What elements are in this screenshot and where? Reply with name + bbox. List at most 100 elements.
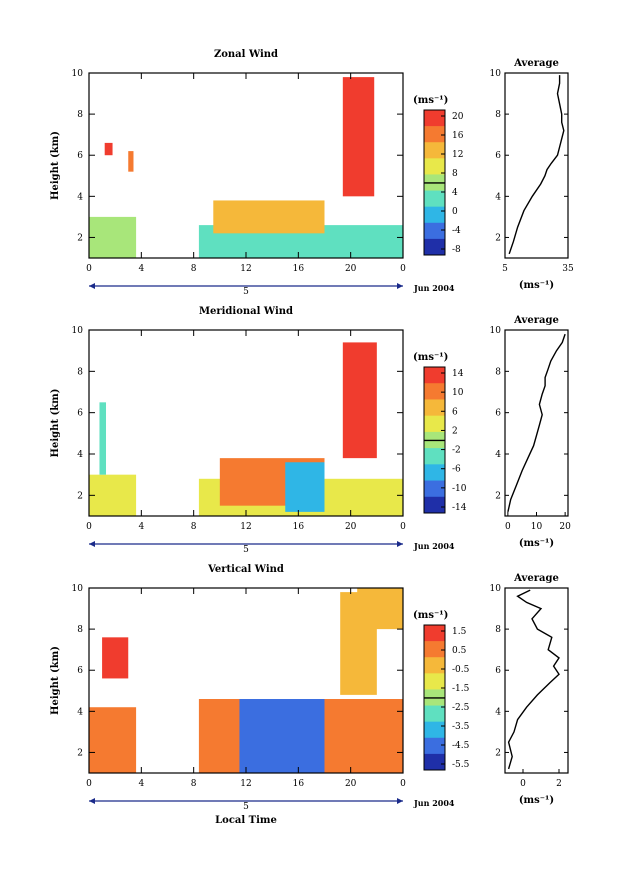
x-tick-label: 0 (86, 522, 92, 532)
day-axis-arrow-left (89, 798, 95, 804)
data-region (342, 342, 377, 459)
colorbar-swatch (424, 753, 445, 771)
colorbar-tick-label: -6 (452, 465, 461, 475)
colorbar-swatch (424, 657, 445, 674)
colorbar-swatch (424, 496, 445, 514)
x-tick-label: 0 (400, 522, 406, 532)
x-tick-label: 0 (400, 779, 406, 789)
avg-x-tick-label: 20 (559, 522, 571, 532)
y-axis-label: Height (km) (50, 131, 61, 200)
x-tick-label: 16 (293, 779, 305, 789)
average-frame (504, 329, 569, 517)
y-tick-label: 6 (77, 666, 83, 676)
avg-x-unit: (ms⁻¹) (519, 538, 554, 549)
avg-y-tick-label: 2 (495, 748, 501, 758)
x-axis-label: Local Time (215, 815, 277, 826)
avg-y-tick-label: 4 (495, 450, 501, 460)
avg-y-tick-label: 10 (490, 584, 502, 594)
colorbar-swatch (424, 383, 445, 400)
x-tick-label: 8 (191, 264, 197, 274)
colorbar-swatch (424, 222, 445, 240)
colorbar-swatch (424, 705, 445, 723)
x-tick-label: 0 (400, 264, 406, 274)
average-title: Average (513, 58, 559, 69)
data-region (239, 699, 325, 773)
colorbar-swatch (424, 641, 445, 658)
colorbar-swatch (424, 448, 445, 465)
colorbar-tick-label: -14 (452, 503, 467, 513)
colorbar-swatch (424, 625, 445, 642)
avg-x-tick-label: 0 (520, 779, 526, 789)
y-tick-label: 10 (72, 584, 84, 594)
average-title: Average (513, 573, 559, 584)
x-tick-label: 8 (191, 522, 197, 532)
y-axis-label: Height (km) (50, 389, 61, 458)
colorbar-tick-label: -8 (452, 245, 461, 255)
colorbar-swatch (424, 480, 445, 498)
avg-y-tick-label: 2 (495, 491, 501, 501)
colorbar-tick-label: 10 (452, 388, 464, 398)
data-region (89, 216, 137, 258)
panel-title: Meridional Wind (199, 306, 293, 317)
average-profile-line (507, 333, 566, 513)
colorbar-tick-label: 0 (452, 207, 458, 217)
data-region (357, 588, 403, 630)
meridional-average-panel: Average 2 4 6 8 10 0 10 20 (ms⁻¹) (490, 315, 572, 549)
day-axis-arrow-right (397, 283, 403, 289)
y-tick-label: 8 (77, 110, 83, 120)
colorbar-swatch (424, 142, 445, 159)
avg-x-tick-label: 2 (556, 779, 562, 789)
avg-x-tick-label: 10 (531, 522, 543, 532)
avg-x-unit: (ms⁻¹) (519, 795, 554, 806)
x-tick-label: 8 (191, 779, 197, 789)
x-tick-label: 0 (86, 264, 92, 274)
y-tick-label: 10 (72, 69, 84, 79)
date-label: Jun 2004 (413, 541, 455, 551)
avg-y-tick-label: 4 (495, 707, 501, 717)
panel-title: Zonal Wind (214, 49, 278, 60)
x-tick-label: 16 (293, 522, 305, 532)
data-region (213, 200, 325, 234)
average-frame (504, 587, 569, 774)
colorbar-unit: (ms⁻¹) (413, 95, 448, 106)
y-tick-label: 2 (77, 233, 83, 243)
colorbar-swatch (424, 464, 445, 482)
colorbar-tick-label: 6 (452, 407, 458, 417)
colorbar-swatch (424, 737, 445, 755)
y-tick-label: 8 (77, 625, 83, 635)
x-tick-label: 12 (240, 779, 251, 789)
avg-y-tick-label: 4 (495, 192, 501, 202)
avg-y-tick-label: 8 (495, 367, 501, 377)
day-marker: 5 (243, 545, 249, 555)
avg-y-tick-label: 6 (495, 409, 501, 419)
y-tick-label: 8 (77, 367, 83, 377)
x-tick-label: 4 (138, 264, 144, 274)
average-frame (504, 72, 569, 259)
colorbar-tick-label: -0.5 (452, 665, 470, 675)
day-marker: 5 (243, 287, 249, 297)
colorbar-tick-label: 20 (452, 112, 464, 122)
colorbar-tick-label: 4 (452, 188, 458, 198)
average-title: Average (513, 315, 559, 326)
colorbar-tick-label: -2 (452, 446, 461, 456)
colorbar-tick-label: -4 (452, 226, 461, 236)
panel-title: Vertical Wind (207, 564, 284, 575)
colorbar-swatch (424, 110, 445, 127)
colorbar-tick-label: -3.5 (452, 722, 470, 732)
average-profile-line (507, 589, 560, 770)
day-axis-arrow-left (89, 283, 95, 289)
y-tick-label: 4 (77, 707, 83, 717)
avg-y-tick-label: 6 (495, 666, 501, 676)
colorbar-unit: (ms⁻¹) (413, 352, 448, 363)
colorbar-tick-label: 1.5 (452, 627, 467, 637)
x-tick-label: 20 (345, 264, 357, 274)
colorbar-tick-label: 0.5 (452, 646, 467, 656)
x-tick-label: 4 (138, 522, 144, 532)
colorbar-swatch (424, 415, 445, 433)
avg-x-tick-label: 0 (505, 522, 511, 532)
colorbar-tick-label: 2 (452, 426, 458, 436)
date-label: Jun 2004 (413, 798, 455, 808)
avg-y-tick-label: 10 (490, 69, 502, 79)
y-tick-label: 6 (77, 151, 83, 161)
